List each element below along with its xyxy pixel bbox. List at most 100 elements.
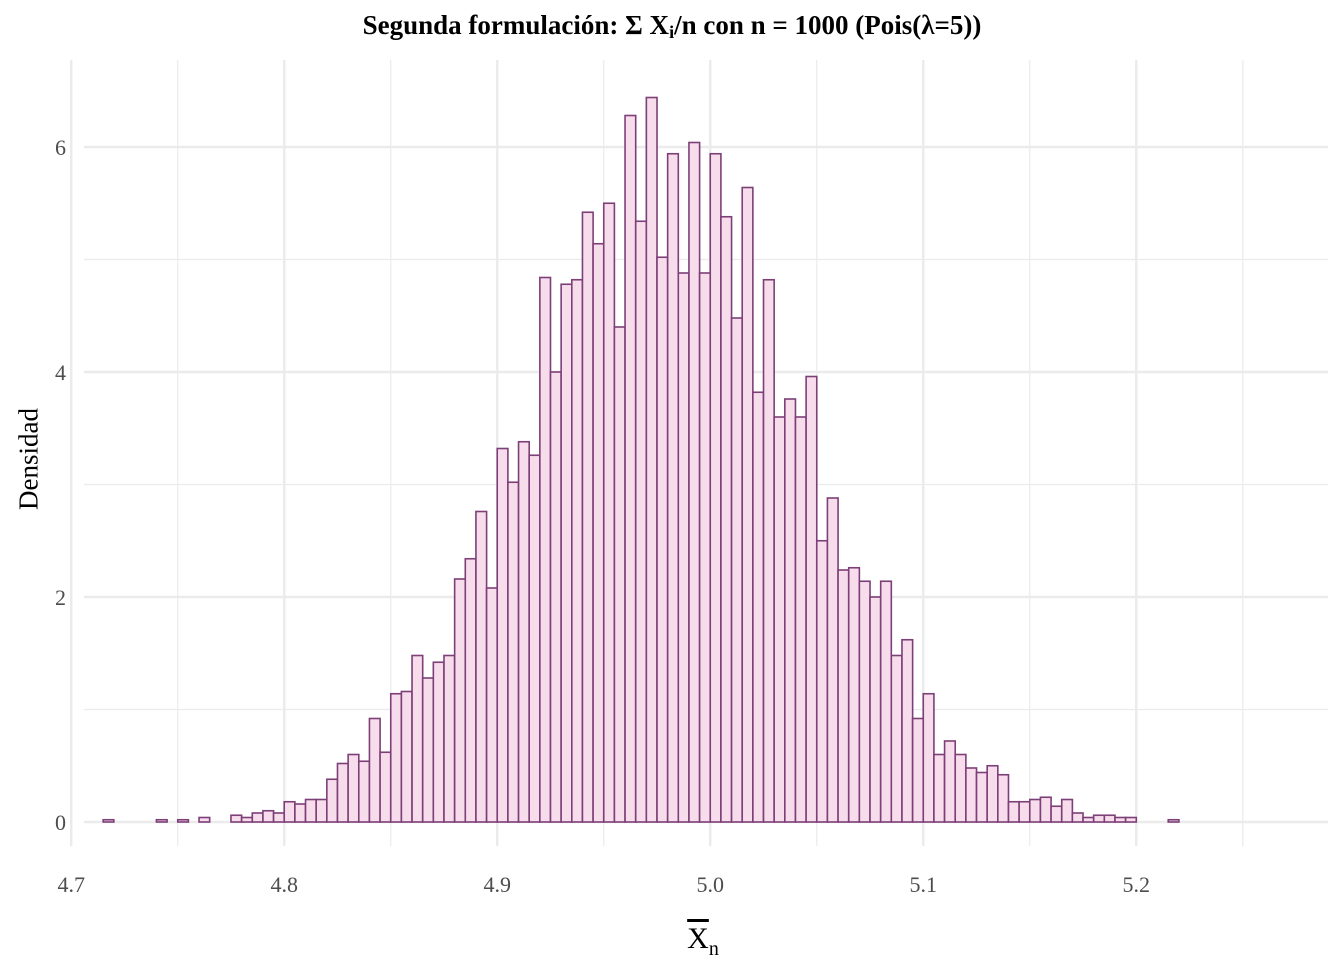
histogram-bar xyxy=(336,762,349,823)
histogram-bar xyxy=(326,778,339,823)
x-tick-label: 4.7 xyxy=(57,872,85,897)
histogram-bar xyxy=(198,816,211,823)
histogram-bar xyxy=(539,276,552,823)
histogram-bar xyxy=(869,596,882,823)
histogram-bar xyxy=(1092,814,1106,823)
histogram-bar xyxy=(517,440,530,823)
histogram-bar xyxy=(720,215,733,823)
histogram-bar xyxy=(826,497,839,823)
histogram-bar xyxy=(837,569,850,823)
histogram-bar xyxy=(272,812,286,823)
histogram-bar xyxy=(1103,814,1116,823)
histogram-bar xyxy=(805,375,818,823)
histogram-bar xyxy=(879,580,893,823)
histogram-bar xyxy=(1071,812,1084,823)
x-tick-label: 4.9 xyxy=(483,872,511,897)
histogram-bar xyxy=(901,638,914,823)
histogram-bar xyxy=(294,803,307,823)
histogram-bar xyxy=(102,818,115,823)
y-tick-label: 4 xyxy=(55,360,66,385)
histogram-bar xyxy=(571,278,584,823)
histogram-bar xyxy=(315,798,328,823)
histogram-bar xyxy=(1028,798,1042,823)
histogram-bar xyxy=(1060,798,1074,823)
histogram-bar xyxy=(613,326,626,823)
histogram-bar xyxy=(283,800,296,823)
x-tick-label: 5.0 xyxy=(697,872,725,897)
histogram-bar xyxy=(624,114,637,823)
histogram-bar xyxy=(560,283,573,823)
histogram-bar xyxy=(954,753,967,823)
histogram-bar xyxy=(1007,800,1020,823)
chart-title: Segunda formulación: Σ Xi/n con n = 1000… xyxy=(362,10,982,42)
histogram-bar xyxy=(496,447,509,823)
histogram-bar xyxy=(304,798,317,823)
histogram-bar xyxy=(485,587,499,823)
histogram-bar xyxy=(347,753,360,823)
histogram-bar xyxy=(379,751,392,823)
x-tick-label: 5.1 xyxy=(910,872,938,897)
histogram-bar xyxy=(251,812,264,823)
histogram-bar xyxy=(709,152,722,823)
histogram-bar xyxy=(357,760,371,823)
histogram-bar xyxy=(1039,796,1052,823)
histogram-bar xyxy=(656,256,669,823)
histogram-bar xyxy=(815,539,829,823)
histogram-bar xyxy=(698,272,712,823)
histogram-bar xyxy=(762,278,775,823)
histogram-bar xyxy=(858,580,871,823)
histogram-bar xyxy=(602,202,616,823)
y-tick-label: 6 xyxy=(55,135,66,160)
histogram-bar xyxy=(464,557,477,823)
histogram-bar xyxy=(922,692,935,823)
histogram-bar xyxy=(592,242,605,823)
histogram-bar xyxy=(581,211,594,823)
histogram-bar xyxy=(666,152,680,823)
x-tick-label: 4.8 xyxy=(270,872,298,897)
histogram-bar xyxy=(549,371,562,823)
y-tick-label: 0 xyxy=(55,810,66,835)
histogram-bar xyxy=(1018,800,1031,823)
histogram-bar xyxy=(1124,816,1138,823)
histogram-bar xyxy=(1082,816,1095,823)
histogram-bar xyxy=(911,717,925,823)
histogram-bar xyxy=(784,398,797,823)
x-axis-label: Xn xyxy=(687,922,719,960)
axis-tick-labels: 4.7 4.8 4.9 5.0 5.1 5.2 0 2 4 6 xyxy=(55,135,1150,897)
histogram-bar xyxy=(890,654,903,823)
histogram-bar xyxy=(443,654,456,823)
histogram-bar xyxy=(741,186,754,823)
histogram-bar xyxy=(421,677,435,823)
histogram-bar xyxy=(1114,816,1127,823)
histogram-bar xyxy=(453,578,467,823)
histogram-bar xyxy=(677,272,690,823)
histogram-bars xyxy=(102,96,1180,823)
histogram-bar xyxy=(847,566,861,823)
histogram-bar xyxy=(752,391,765,823)
histogram-bar xyxy=(240,816,254,823)
histogram-bar xyxy=(986,764,999,823)
histogram-bar xyxy=(975,771,988,823)
histogram-bar xyxy=(262,809,275,823)
histogram-bar xyxy=(1050,805,1063,823)
histogram-bar xyxy=(943,740,957,823)
histogram-bar xyxy=(230,814,243,823)
histogram-bar xyxy=(933,753,946,823)
histogram-bar xyxy=(389,692,403,823)
histogram-bar xyxy=(432,661,445,823)
histogram-bar xyxy=(475,510,488,823)
histogram-bar xyxy=(997,773,1010,823)
y-tick-label: 2 xyxy=(55,585,66,610)
histogram-bar xyxy=(794,416,807,823)
histogram-bar xyxy=(176,818,190,823)
histogram-bar xyxy=(155,818,168,823)
x-tick-label: 5.2 xyxy=(1123,872,1151,897)
histogram-bar xyxy=(688,141,701,823)
histogram-bar xyxy=(400,690,413,823)
histogram-bar xyxy=(507,481,520,823)
histogram-bar xyxy=(634,220,648,823)
histogram-bar xyxy=(965,767,978,823)
histogram-bar xyxy=(411,654,424,823)
histogram-bar xyxy=(773,416,786,823)
